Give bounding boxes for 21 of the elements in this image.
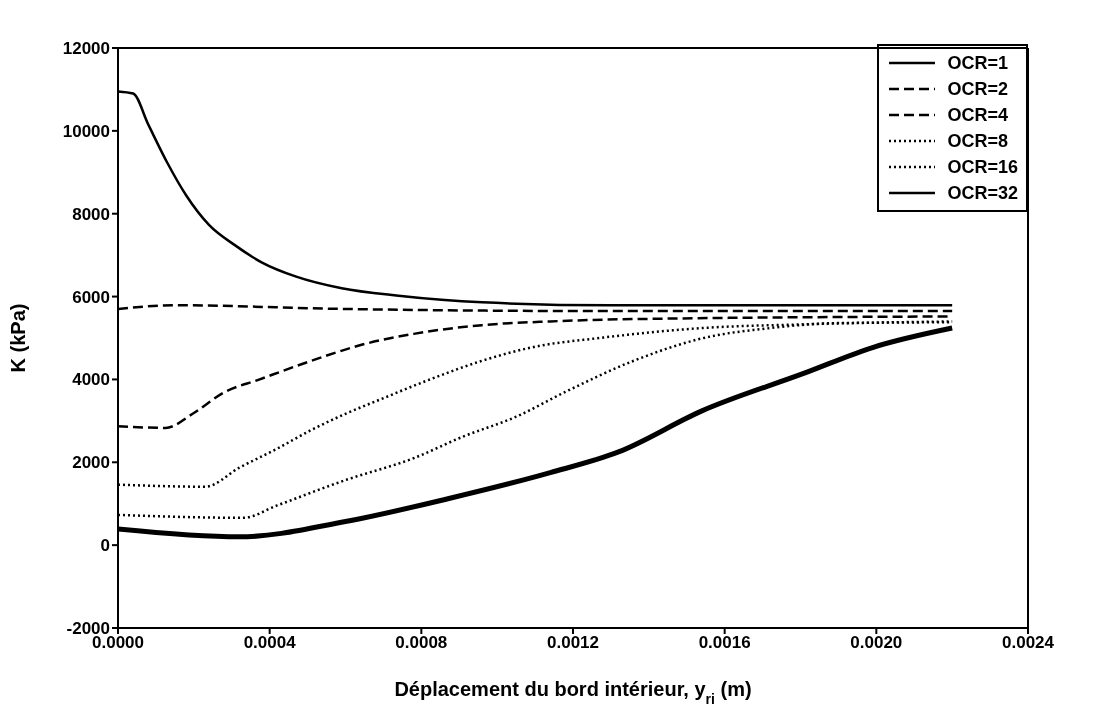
y-tick-label: 12000 (62, 39, 110, 59)
legend-label: OCR=32 (947, 182, 1018, 204)
y-tick-label: 6000 (72, 287, 110, 307)
x-tick-label: 0.0008 (395, 633, 448, 653)
y-tick-label: 4000 (72, 370, 110, 390)
legend-label: OCR=8 (947, 130, 1008, 152)
x-tick-label: 0.0016 (698, 633, 751, 653)
x-axis-title: Déplacement du bord intérieur, y$_{ri}$ (m) (394, 678, 752, 707)
legend-label: OCR=2 (947, 78, 1008, 100)
y-tick-label: 2000 (72, 453, 110, 473)
y-tick-label: 10000 (62, 121, 110, 141)
y-tick-label: 8000 (72, 204, 110, 224)
x-tick-label: 0.0012 (547, 633, 599, 653)
x-tick-label: 0.0024 (1002, 633, 1055, 653)
legend-label: OCR=16 (947, 156, 1018, 178)
y-axis-title: K (kPa) (7, 303, 30, 373)
y-tick-label: 0 (100, 536, 110, 556)
x-tick-label: 0.0020 (850, 633, 903, 653)
legend-label: OCR=1 (947, 52, 1008, 74)
x-tick-label: 0.0004 (243, 633, 297, 653)
legend-label: OCR=4 (947, 104, 1008, 126)
